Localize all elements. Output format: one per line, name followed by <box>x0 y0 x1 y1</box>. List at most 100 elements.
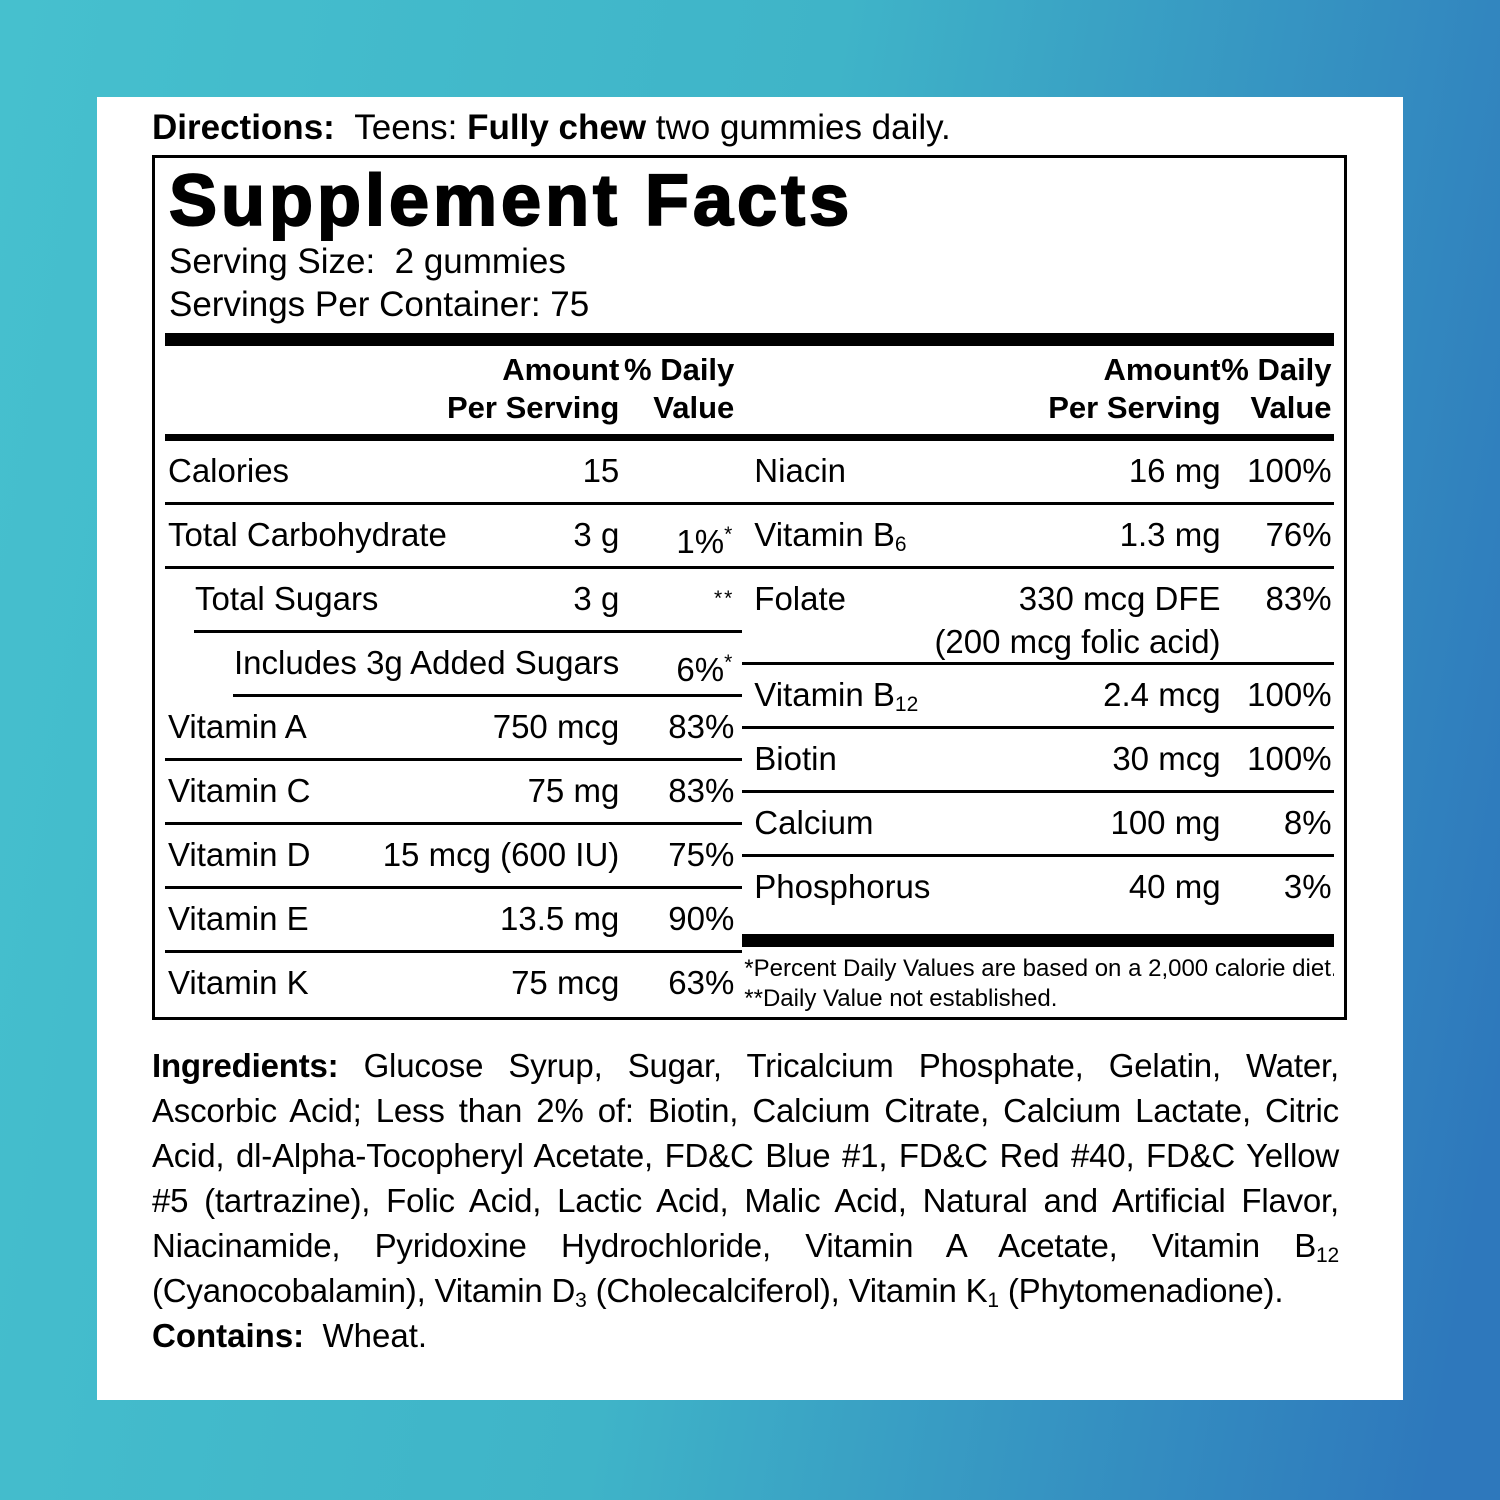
nutrient-amount: 1.3 mg <box>1119 516 1221 553</box>
header-amount-per-serving: Amount Per Serving <box>1048 352 1221 425</box>
row-separator <box>165 566 743 569</box>
nutrient-amount: 100 mg <box>1110 804 1221 841</box>
row-separator <box>742 502 1334 505</box>
nutrient-name: Vitamin K <box>168 964 309 1001</box>
nutrient-daily-value: 75% <box>668 836 735 873</box>
nutrient-row-vitamin-e: Vitamin E 13.5 mg 90% <box>165 889 742 950</box>
nutrient-name: Includes 3g Added Sugars <box>234 644 620 681</box>
nutrient-row-biotin: Biotin 30 mcg 100% <box>742 729 1334 790</box>
footnote-bar <box>742 934 1334 947</box>
row-separator <box>742 854 1334 857</box>
nutrient-daily-value: 83% <box>668 772 735 809</box>
nutrient-daily-value: 100% <box>1247 452 1332 489</box>
nutrient-name: Vitamin A <box>168 708 307 745</box>
row-separator <box>165 502 743 505</box>
nutrient-name: Vitamin E <box>168 900 309 937</box>
row-separator <box>165 822 743 825</box>
row-separator <box>165 886 743 889</box>
nutrient-amount: 75 mcg <box>511 964 620 1001</box>
footnote-not-established: **Daily Value not established. <box>744 985 1058 1012</box>
ingredients-block: Ingredients: Glucose Syrup, Sugar, Trica… <box>152 1043 1339 1358</box>
nutrient-rows-right: Niacin 16 mg 100% Vitamin B6 1.3 mg 76% Folate… <box>742 441 1334 929</box>
serving-size: Serving Size: 2 gummies <box>169 242 566 281</box>
nutrient-row-includes-3g-added-sugars: Includes 3g Added Sugars 6%* <box>165 633 742 694</box>
nutrient-row-calories: Calories 15 <box>165 441 742 502</box>
nutrient-amount: 750 mcg <box>492 708 620 745</box>
row-separator <box>165 950 743 953</box>
nutrient-row-vitamin-a: Vitamin A 750 mcg 83% <box>165 697 742 758</box>
nutrient-daily-value: 100% <box>1247 676 1332 713</box>
nutrient-name: Total Carbohydrate <box>168 516 447 553</box>
supplement-facts-title: Supplement Facts <box>168 161 854 241</box>
nutrient-row-vitamin-c: Vitamin C 75 mg 83% <box>165 761 742 822</box>
nutrient-row-vitamin-d: Vitamin D 15 mcg (600 IU) 75% <box>165 825 742 886</box>
nutrient-column-left: Amount Per Serving % Daily Value Calorie… <box>165 345 743 1014</box>
footnote-daily-values: *Percent Daily Values are based on a 2,0… <box>744 955 1334 982</box>
nutrient-name: Vitamin B12 <box>754 676 919 716</box>
nutrient-row-vitamin-b: Vitamin B6 1.3 mg 76% <box>742 505 1334 566</box>
nutrient-amount: 15 mcg (600 IU) <box>382 836 620 873</box>
nutrient-name: Niacin <box>754 452 846 489</box>
nutrient-table: Amount Per Serving % Daily Value Calorie… <box>165 345 1334 1014</box>
nutrient-amount: 30 mcg <box>1112 740 1221 777</box>
row-separator <box>194 630 743 633</box>
nutrient-row-calcium: Calcium 100 mg 8% <box>742 793 1334 854</box>
nutrient-row-total-sugars: Total Sugars 3 g ** <box>165 569 742 630</box>
nutrient-daily-value: 76% <box>1265 516 1332 553</box>
nutrient-daily-value: 83% <box>1265 580 1332 617</box>
table-top-bar <box>165 333 1334 346</box>
nutrient-name: Folate <box>754 580 847 617</box>
column-header-left: Amount Per Serving % Daily Value <box>165 345 742 434</box>
nutrient-name: Vitamin C <box>168 772 311 809</box>
nutrient-amount: 3 g <box>573 516 620 553</box>
nutrient-name: Calories <box>168 452 290 489</box>
nutrient-daily-value: 6%* <box>676 651 735 688</box>
row-separator <box>165 758 743 761</box>
nutrient-name: Biotin <box>754 740 837 777</box>
column-header-right: Amount Per Serving % Daily Value <box>742 345 1334 434</box>
nutrient-amount: 330 mcg DFE (200 mcg folic acid) <box>934 580 1221 660</box>
servings-per-container: Servings Per Container: 75 <box>169 285 590 324</box>
supplement-facts-box: Supplement Facts Serving Size: 2 gummies… <box>152 155 1347 1020</box>
nutrient-name: Vitamin B6 <box>754 516 907 556</box>
header-bar <box>742 434 1334 441</box>
nutrient-row-phosphorus: Phosphorus 40 mg 3% <box>742 857 1334 918</box>
nutrient-name: Total Sugars <box>195 580 379 617</box>
nutrient-row-total-carbohydrate: Total Carbohydrate 3 g 1%* <box>165 505 742 566</box>
nutrient-amount: 16 mg <box>1128 452 1221 489</box>
nutrient-daily-value: 63% <box>668 964 735 1001</box>
nutrient-daily-value: 1%* <box>676 523 735 560</box>
nutrient-amount: 40 mg <box>1128 868 1221 905</box>
header-bar <box>165 434 743 441</box>
nutrient-daily-value: 8% <box>1283 804 1332 841</box>
nutrient-daily-value: 3% <box>1283 868 1332 905</box>
row-separator <box>742 662 1334 665</box>
row-separator <box>742 790 1334 793</box>
nutrient-daily-value: 90% <box>668 900 735 937</box>
row-separator <box>742 566 1334 569</box>
directions-text: Directions: Teens: Fully chew two gummie… <box>152 108 951 147</box>
label-panel: Directions: Teens: Fully chew two gummie… <box>97 97 1403 1400</box>
nutrient-amount: 15 <box>582 452 620 489</box>
nutrient-name: Calcium <box>754 804 874 841</box>
nutrient-daily-value: ** <box>713 587 735 610</box>
nutrient-amount: 75 mg <box>527 772 620 809</box>
contains-text: Contains: Wheat. <box>152 1317 428 1354</box>
nutrient-row-vitamin-k: Vitamin K 75 mcg 63% <box>165 953 742 1014</box>
nutrient-row-vitamin-b: Vitamin B12 2.4 mcg 100% <box>742 665 1334 726</box>
nutrient-amount: 3 g <box>573 580 620 617</box>
header-percent-daily-value: % Daily Value <box>1221 352 1332 425</box>
header-amount-per-serving: Amount Per Serving <box>446 352 620 425</box>
nutrient-name: Phosphorus <box>754 868 931 905</box>
nutrient-row-niacin: Niacin 16 mg 100% <box>742 441 1334 502</box>
nutrient-amount: 2.4 mcg <box>1103 676 1221 713</box>
nutrient-rows-left: Calories 15 Total Carbohydrate 3 g 1%* Total … <box>165 441 743 1014</box>
header-percent-daily-value: % Daily Value <box>624 352 735 425</box>
nutrient-name: Vitamin D <box>168 836 311 873</box>
nutrient-daily-value: 100% <box>1247 740 1332 777</box>
nutrient-row-folate: Folate 330 mcg DFE (200 mcg folic acid) 83% <box>742 569 1334 662</box>
row-separator <box>742 726 1334 729</box>
nutrient-daily-value: 83% <box>668 708 735 745</box>
nutrient-column-right: Amount Per Serving % Daily Value Niacin 1… <box>742 345 1334 1014</box>
